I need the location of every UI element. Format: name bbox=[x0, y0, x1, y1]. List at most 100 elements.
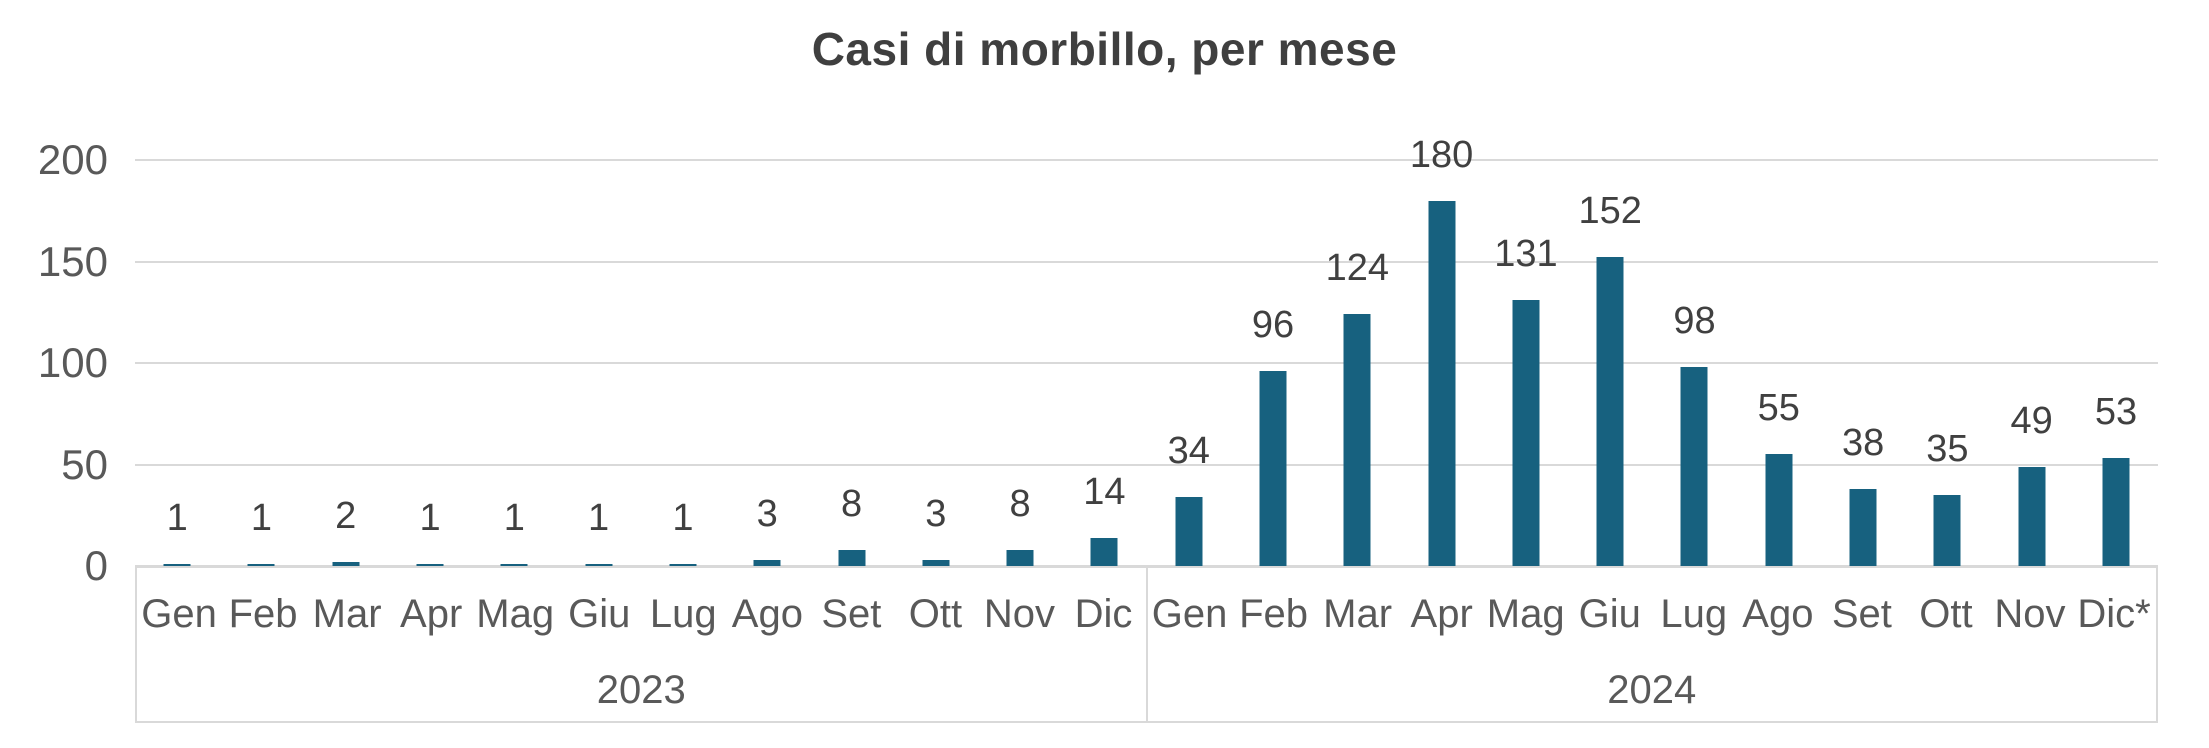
bar bbox=[416, 563, 444, 566]
plot-area: 1 1 2 1 1 1 1 3 8 3 8 14 34 96 124 180 131 152 98 55 38 35 49 5… bbox=[135, 134, 2158, 567]
bar-slot: 131 bbox=[1484, 160, 1568, 566]
bar-value-label: 1 bbox=[588, 496, 610, 539]
bar bbox=[838, 549, 866, 566]
x-axis-category-box: Gen Feb Mar Apr Mag Giu Lug Ago Set Ott Nov Dic 202… bbox=[135, 566, 2158, 723]
gridline bbox=[135, 260, 2158, 263]
bar-value-label: 96 bbox=[1251, 304, 1295, 347]
bar-slot: 124 bbox=[1315, 160, 1399, 566]
month-label: Ott bbox=[908, 591, 963, 636]
month-label: Gen bbox=[1151, 591, 1228, 636]
month-label: Mag bbox=[1486, 591, 1565, 636]
bar-value-label: 98 bbox=[1673, 300, 1716, 343]
bar-slot: 1 bbox=[472, 160, 556, 566]
bar-value-label: 1 bbox=[672, 496, 694, 539]
month-label: Mar bbox=[312, 591, 382, 636]
bar-value-label: 55 bbox=[1757, 387, 1800, 430]
bar bbox=[247, 563, 275, 566]
bar-slot: 38 bbox=[1821, 160, 1905, 566]
bar bbox=[1765, 454, 1793, 566]
bar-value-label: 152 bbox=[1578, 190, 1642, 233]
bar-value-label: 34 bbox=[1167, 429, 1210, 472]
bar-slot: 14 bbox=[1062, 160, 1146, 566]
bar-slot: 34 bbox=[1147, 160, 1231, 566]
bar bbox=[1175, 496, 1203, 566]
month-label: Set bbox=[1831, 591, 1892, 636]
chart-title: Casi di morbillo, per mese bbox=[811, 23, 1398, 75]
bar-value-label: 1 bbox=[250, 496, 273, 539]
bar-slot: 1 bbox=[556, 160, 640, 566]
month-label: Set bbox=[821, 591, 882, 636]
bar-slot: 3 bbox=[894, 160, 978, 566]
bar-value-label: 124 bbox=[1325, 247, 1389, 290]
bar-slot: 1 bbox=[388, 160, 472, 566]
bar-value-label: 35 bbox=[1926, 427, 1969, 470]
bar bbox=[1596, 257, 1624, 566]
month-label: Feb bbox=[228, 591, 298, 636]
bar-value-label: 180 bbox=[1409, 133, 1474, 176]
bar-value-label: 49 bbox=[2010, 399, 2053, 442]
bar bbox=[1512, 300, 1540, 566]
month-label: Lug bbox=[1660, 591, 1728, 636]
y-tick-label: 50 bbox=[61, 440, 108, 488]
month-label: Apr bbox=[1410, 591, 1473, 636]
bar bbox=[1680, 367, 1708, 566]
bar-value-label: 3 bbox=[925, 492, 947, 535]
bar-value-label: 1 bbox=[503, 496, 525, 539]
month-label: Giu bbox=[1578, 591, 1641, 636]
gridline bbox=[135, 159, 2158, 162]
month-label: Mag bbox=[476, 591, 555, 636]
month-label: Dic bbox=[1074, 591, 1133, 636]
bar bbox=[669, 563, 697, 566]
y-tick-label: 0 bbox=[84, 542, 108, 589]
bar bbox=[1849, 488, 1877, 566]
bar-slot: 1 bbox=[135, 160, 219, 566]
bar-slot: 49 bbox=[1990, 160, 2074, 566]
bar bbox=[753, 559, 781, 566]
bar-slot: 98 bbox=[1652, 160, 1736, 566]
bar-value-label: 2 bbox=[335, 494, 357, 537]
bar-slot: 35 bbox=[1905, 160, 1989, 566]
y-tick-label: 100 bbox=[37, 339, 108, 386]
month-labels-2023: Gen Feb Mar Apr Mag Giu Lug Ago Set Ott Nov Dic bbox=[137, 568, 1146, 660]
month-label: Ott bbox=[1919, 591, 1973, 636]
year-label-2023: 2023 bbox=[596, 668, 686, 712]
year-group-2024: Gen Feb Mar Apr Mag Giu Lug Ago Set Ott Nov Dic* 20… bbox=[1148, 568, 2157, 721]
month-label: Mar bbox=[1323, 591, 1393, 636]
bar-slot: 180 bbox=[1399, 134, 1483, 566]
bar bbox=[2018, 466, 2046, 566]
bar-value-label: 38 bbox=[1841, 421, 1885, 464]
bar-slot: 96 bbox=[1231, 160, 1315, 566]
month-label: Lug bbox=[649, 591, 717, 636]
bar bbox=[163, 563, 191, 566]
y-tick-label: 200 bbox=[37, 136, 108, 183]
bar-value-label: 1 bbox=[419, 496, 441, 539]
bar bbox=[500, 563, 528, 566]
month-label: Apr bbox=[400, 591, 463, 636]
year-group-2023: Gen Feb Mar Apr Mag Giu Lug Ago Set Ott Nov Dic 202… bbox=[137, 568, 1148, 721]
bar-series: 1 1 2 1 1 1 1 3 8 3 8 14 34 96 124 180 131 152 98 55 38 35 49 5… bbox=[135, 134, 2158, 566]
bar bbox=[585, 563, 613, 566]
month-label: Nov bbox=[983, 591, 1056, 636]
bar-value-label: 131 bbox=[1494, 233, 1558, 276]
bar-slot: 1 bbox=[219, 160, 303, 566]
month-labels-2024: Gen Feb Mar Apr Mag Giu Lug Ago Set Ott Nov Dic* bbox=[1148, 568, 2157, 660]
year-label-2024: 2024 bbox=[1607, 668, 1697, 712]
y-tick-label: 150 bbox=[37, 237, 108, 285]
bar bbox=[1428, 200, 1456, 566]
bar-slot: 2 bbox=[304, 160, 388, 566]
bar bbox=[2102, 458, 2130, 566]
bar-slot: 8 bbox=[809, 160, 893, 566]
bar bbox=[922, 559, 950, 566]
bar-value-label: 1 bbox=[166, 496, 188, 539]
bar bbox=[332, 561, 360, 566]
month-label: Ago bbox=[1742, 591, 1814, 636]
bar bbox=[1090, 537, 1118, 566]
bar-slot: 55 bbox=[1737, 160, 1821, 566]
bar bbox=[1006, 549, 1034, 566]
bar-slot: 8 bbox=[978, 160, 1062, 566]
bar-slot: 53 bbox=[2074, 160, 2158, 566]
month-label: Giu bbox=[568, 591, 631, 636]
bar bbox=[1259, 371, 1287, 566]
bar-value-label: 53 bbox=[2094, 391, 2138, 434]
